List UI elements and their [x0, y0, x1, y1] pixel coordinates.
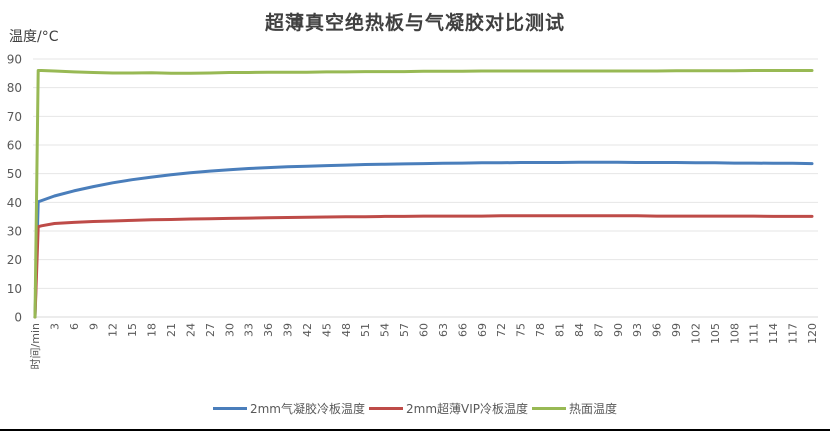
- x-tick-label: 81: [553, 323, 566, 337]
- x-tick-label: 12: [107, 323, 120, 337]
- x-tick-label: 90: [612, 323, 625, 337]
- x-tick-label: 75: [515, 323, 528, 337]
- x-tick-label: 87: [592, 323, 605, 337]
- y-tick-label: 90: [7, 53, 22, 67]
- legend-swatch-hot-face: [532, 407, 566, 410]
- x-tick-label: 15: [126, 323, 139, 337]
- x-tick-label: 78: [534, 323, 547, 337]
- x-tick-label: 48: [340, 323, 353, 337]
- x-tick-label: 45: [320, 323, 333, 337]
- x-tick-label: 30: [223, 323, 236, 337]
- x-tick-label: 9: [87, 323, 100, 330]
- legend-label-hot-face: 热面温度: [569, 402, 618, 416]
- x-tick-label: 99: [670, 323, 683, 337]
- x-tick-label: 66: [456, 323, 469, 337]
- legend: 2mm气凝胶冷板温度 2mm超薄VIP冷板温度 热面温度: [0, 400, 830, 417]
- y-tick-label: 10: [7, 282, 22, 296]
- legend-item-aerogel: 2mm气凝胶冷板温度: [212, 400, 365, 417]
- x-tick-label: 18: [146, 323, 159, 337]
- y-tick-label: 0: [14, 311, 22, 325]
- x-tick-label: 57: [398, 323, 411, 337]
- x-tick-label: 117: [787, 323, 800, 344]
- series-line-2: [33, 69, 814, 319]
- y-tick-label: 50: [7, 167, 22, 181]
- x-tick-label: 69: [476, 323, 489, 337]
- x-tick-label: 72: [495, 323, 508, 337]
- x-tick-label: 114: [767, 323, 780, 344]
- series-line-1: [33, 214, 814, 319]
- x-tick-label: 111: [748, 323, 761, 344]
- bottom-border: [0, 429, 830, 431]
- y-tick-label: 70: [7, 110, 22, 124]
- y-axis-label: 温度/°C: [9, 29, 59, 45]
- x-tick-label: 39: [282, 323, 295, 337]
- x-tick-label: 60: [418, 323, 431, 337]
- x-tick-label: 93: [631, 323, 644, 337]
- x-tick-label: 84: [573, 323, 586, 337]
- x-tick-label: 24: [184, 323, 197, 337]
- x-tick-label: 105: [709, 323, 722, 344]
- series-line-0: [33, 160, 814, 319]
- chart-title: 超薄真空绝热板与气凝胶对比测试: [264, 12, 565, 34]
- x-tick-label: 63: [437, 323, 450, 337]
- x-tick-label: 6: [68, 323, 81, 330]
- legend-item-vip: 2mm超薄VIP冷板温度: [369, 400, 528, 417]
- x-tick-label: 3: [48, 323, 61, 330]
- x-tick-label: 27: [204, 323, 217, 337]
- legend-label-vip: 2mm超薄VIP冷板温度: [406, 402, 528, 416]
- x-tick-label: 54: [379, 323, 392, 337]
- y-tick-label: 20: [7, 253, 22, 267]
- x-axis-label: 时间/min: [29, 323, 42, 369]
- x-tick-label: 33: [243, 323, 256, 337]
- legend-item-hot-face: 热面温度: [532, 400, 617, 417]
- y-tick-label: 40: [7, 196, 22, 210]
- legend-swatch-aerogel: [212, 407, 247, 410]
- y-tick-label: 60: [7, 139, 22, 153]
- legend-swatch-vip: [369, 407, 403, 410]
- x-tick-label: 102: [689, 323, 702, 344]
- x-tick-label: 42: [301, 323, 314, 337]
- x-tick-label: 51: [359, 323, 372, 337]
- x-tick-label: 36: [262, 323, 275, 337]
- y-tick-label: 30: [7, 225, 22, 239]
- x-tick-label: 21: [165, 323, 178, 337]
- y-tick-label: 80: [7, 81, 22, 95]
- x-tick-label: 120: [806, 323, 819, 344]
- x-tick-label: 96: [651, 323, 664, 337]
- x-tick-label: 108: [728, 323, 741, 344]
- legend-label-aerogel: 2mm气凝胶冷板温度: [249, 402, 365, 416]
